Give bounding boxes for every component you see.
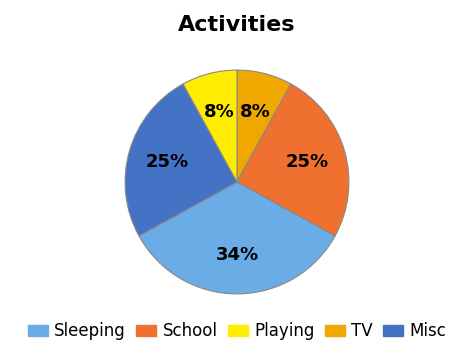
Wedge shape bbox=[139, 182, 335, 294]
Wedge shape bbox=[125, 84, 237, 236]
Text: 34%: 34% bbox=[216, 246, 258, 264]
Title: Activities: Activities bbox=[178, 15, 296, 35]
Text: 8%: 8% bbox=[240, 102, 271, 121]
Text: 25%: 25% bbox=[285, 153, 328, 171]
Wedge shape bbox=[237, 70, 291, 182]
Wedge shape bbox=[237, 84, 349, 236]
Wedge shape bbox=[183, 70, 237, 182]
Legend: Sleeping, School, Playing, TV, Misc: Sleeping, School, Playing, TV, Misc bbox=[21, 316, 453, 347]
Text: 25%: 25% bbox=[146, 153, 189, 171]
Text: 8%: 8% bbox=[203, 102, 234, 121]
